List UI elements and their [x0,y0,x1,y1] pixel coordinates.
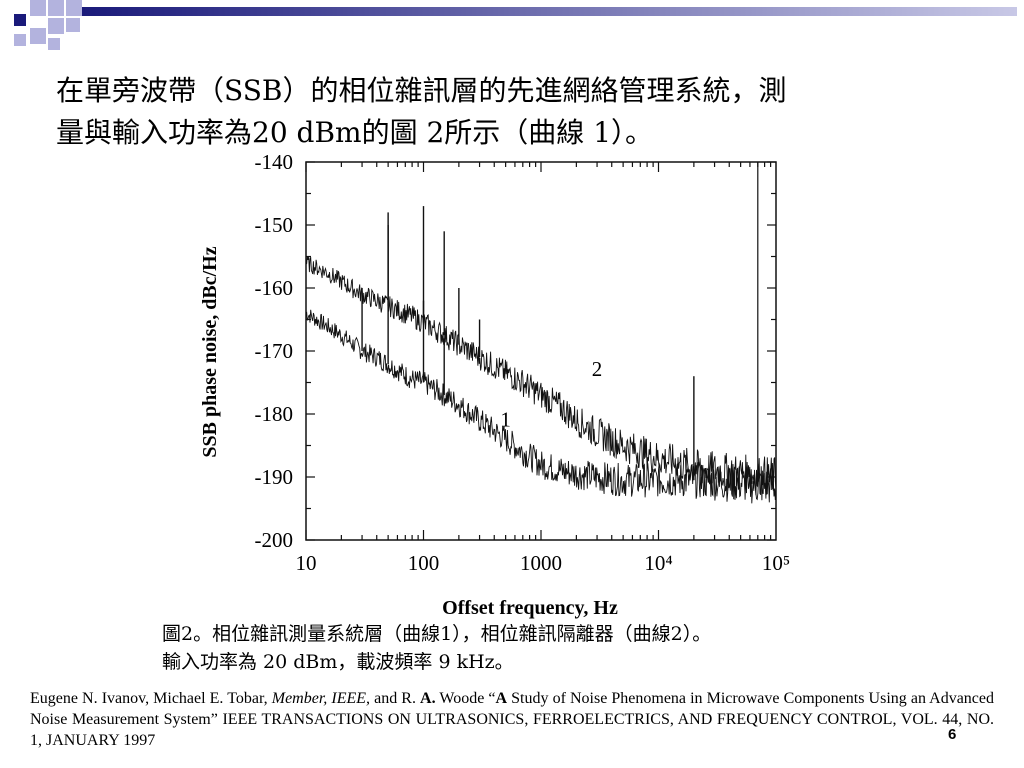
series-layer [305,206,777,504]
y-tick-label: -190 [255,465,294,489]
y-tick-label: -140 [255,152,294,174]
x-tick-label: 10 [296,551,317,575]
top-rule-gradient [82,7,1017,16]
phase-noise-chart: -140 -150 -160 -170 -180 -190 -200 10 10… [199,152,791,619]
y-tick-label: -170 [255,339,294,363]
decor-square-light-4 [48,18,64,34]
citation-title-start: A [495,690,508,707]
y-tick-label: -180 [255,402,294,426]
decor-square-light-3 [30,28,46,44]
citation-rest: Study of Noise Phenomena in Microwave Co… [30,690,994,749]
citation-authors: Eugene N. Ivanov, Michael E. Tobar, [30,690,268,707]
x-tick-label: 1000 [520,551,562,575]
y-tick-labels: -140 -150 -160 -170 -180 -190 -200 [255,152,294,552]
x-axis-label: Offset frequency, Hz [442,597,618,619]
plot-area [305,161,777,541]
decor-square-light-2 [48,0,64,16]
x-ticks [305,162,772,540]
decor-square-light-6 [14,34,26,46]
heading-line-1: 在單旁波帶（SSB）的相位雜訊層的先進網絡管理系統，測 [56,74,787,107]
citation-member: Member, IEEE, [271,690,371,707]
figure-caption: 圖2。相位雜訊測量系統層（曲線1），相位雜訊隔離器（曲線2）。 輸入功率為 20… [162,620,711,676]
heading-line-2: 量與輸入功率為20 dBm的圖 2所示（曲線 1）。 [56,116,654,149]
citation-initial: A. [420,690,436,707]
series-2-label: 2 [592,357,603,381]
series-2-line [305,256,777,496]
citation: Eugene N. Ivanov, Michael E. Tobar, Memb… [30,688,994,751]
page-number: 6 [948,726,957,743]
series-1-label: 1 [500,408,511,432]
x-tick-label: 10⁴ [644,551,672,575]
decor-square-light-5 [66,0,82,16]
decor-square-light-8 [66,18,80,32]
caption-line-1: 圖2。相位雜訊測量系統層（曲線1），相位雜訊隔離器（曲線2）。 [162,623,712,645]
x-tick-label: 10⁵ [762,551,790,575]
y-tick-label: -150 [255,213,294,237]
decor-square-light-7 [48,38,60,50]
citation-woode: Woode “ [439,690,496,707]
citation-and: and R. [374,690,416,707]
series-1-line [305,309,777,504]
x-tick-labels: 10 100 1000 10⁴ 10⁵ [296,551,791,575]
y-axis-label: SSB phase noise, dBc/Hz [199,246,221,457]
y-tick-label: -200 [255,528,294,552]
y-tick-label: -160 [255,276,294,300]
x-tick-label: 100 [408,551,440,575]
y-ticks [306,161,776,541]
caption-line-2: 輸入功率為 20 dBm，載波頻率 9 kHz。 [162,651,514,673]
decor-square-dark-1 [14,14,26,26]
slide-heading: 在單旁波帶（SSB）的相位雜訊層的先進網絡管理系統，測 量與輸入功率為20 dB… [56,70,976,154]
decor-square-light-1 [30,0,46,16]
